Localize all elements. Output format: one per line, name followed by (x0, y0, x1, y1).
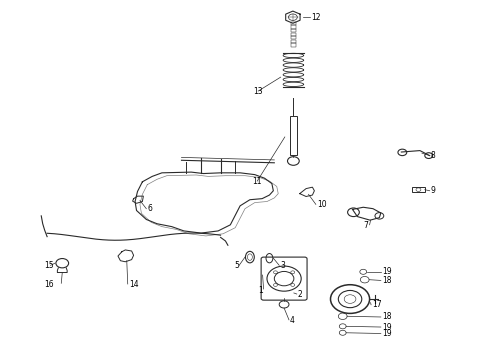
Text: 16: 16 (45, 280, 54, 289)
Bar (291, 22, 295, 25)
Bar (291, 33, 295, 36)
Text: 1: 1 (259, 285, 264, 294)
Text: 3: 3 (280, 261, 285, 270)
Bar (291, 29, 295, 32)
Text: 12: 12 (312, 13, 321, 22)
Text: 7: 7 (363, 221, 368, 230)
Bar (291, 43, 295, 46)
Text: 17: 17 (372, 300, 382, 309)
Text: 13: 13 (253, 86, 263, 95)
Bar (290, 116, 297, 155)
Text: 5: 5 (234, 261, 239, 270)
Text: 9: 9 (431, 186, 436, 195)
Text: 10: 10 (317, 200, 326, 209)
Text: 2: 2 (298, 290, 302, 299)
Text: 14: 14 (129, 280, 138, 289)
Text: 19: 19 (382, 323, 392, 332)
Text: 6: 6 (147, 204, 152, 213)
Bar (291, 36, 295, 40)
Text: 4: 4 (290, 316, 295, 325)
Text: 19: 19 (382, 329, 392, 338)
Text: 8: 8 (431, 151, 436, 160)
Text: 18: 18 (382, 276, 392, 285)
Text: 11: 11 (252, 176, 261, 185)
Bar (412, 187, 425, 192)
Bar (291, 40, 295, 43)
Text: 15: 15 (45, 261, 54, 270)
Text: 19: 19 (382, 267, 392, 276)
Text: 18: 18 (382, 312, 392, 321)
Bar (291, 26, 295, 29)
